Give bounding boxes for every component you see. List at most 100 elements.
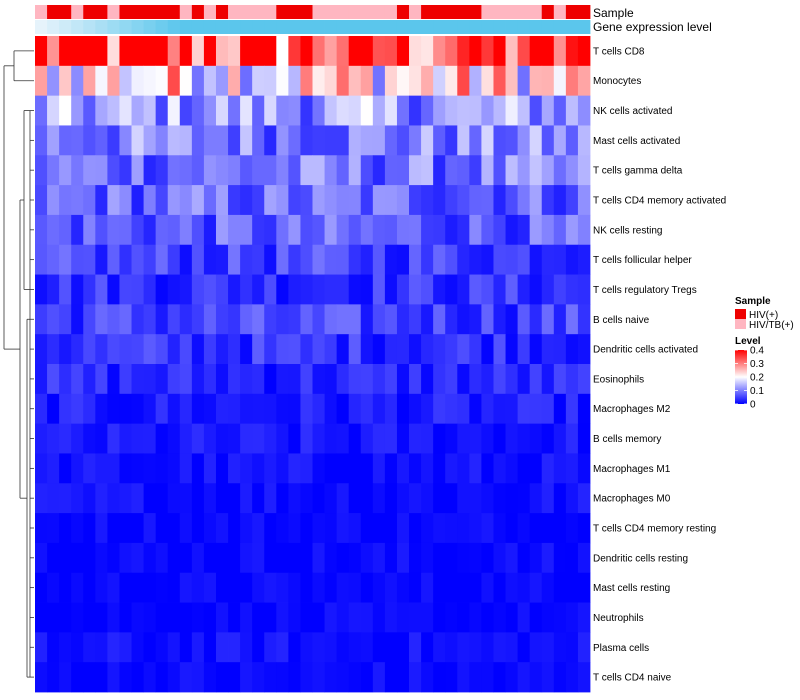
heatmap-cell [288, 572, 301, 603]
heatmap-cell [143, 155, 157, 186]
heatmap-cell [505, 423, 519, 454]
heatmap-cell [348, 393, 362, 425]
heatmap-cell [493, 155, 506, 186]
sample-annotation-cell [252, 5, 265, 19]
heatmap-cell [445, 214, 458, 246]
heatmap-cell [457, 36, 470, 67]
heatmap-cell [360, 185, 374, 216]
heatmap-cell [445, 513, 458, 544]
heatmap-cell [517, 65, 531, 97]
heatmap-cell [47, 483, 60, 514]
heatmap-cell [300, 155, 313, 186]
heatmap-cell [264, 602, 277, 633]
heatmap-cell [565, 185, 579, 216]
heatmap-cell [433, 274, 446, 305]
heatmap-cell [203, 155, 217, 186]
heatmap-cell [300, 662, 313, 693]
heatmap-cell [481, 602, 494, 633]
heatmap-cell [264, 542, 277, 574]
heatmap-cell [336, 155, 350, 186]
heatmap-cell [481, 632, 494, 663]
heatmap-cell [384, 244, 398, 275]
heatmap-cell [95, 423, 108, 454]
heatmap-cell [541, 364, 555, 395]
heatmap-cell [396, 95, 410, 126]
heatmap-cell [396, 244, 410, 275]
heatmap-cell [553, 364, 567, 395]
heatmap-cell [348, 513, 362, 544]
heatmap-cell [577, 393, 591, 425]
heatmap-cell [71, 214, 84, 246]
heatmap-cell [215, 36, 229, 67]
expression-annotation-cell [336, 20, 350, 34]
heatmap-cell [107, 602, 120, 633]
heatmap-cell [191, 364, 205, 395]
heatmap-cell [71, 364, 84, 395]
heatmap-cell [264, 572, 277, 603]
heatmap-cell [541, 274, 555, 305]
heatmap-cell [409, 244, 422, 275]
heatmap-cell [131, 423, 144, 454]
heatmap-cell [517, 334, 531, 365]
heatmap-cell [228, 483, 241, 514]
heatmap-cell [409, 602, 422, 633]
heatmap-cell [553, 453, 567, 484]
heatmap-cell [553, 542, 567, 574]
heatmap-cell [276, 36, 289, 67]
heatmap-cell [119, 155, 132, 186]
sample-annotation-cell [348, 5, 362, 19]
sample-annotation-cell [228, 5, 241, 19]
heatmap-cell [47, 572, 60, 603]
heatmap-cell [457, 423, 470, 454]
heatmap-cell [553, 662, 567, 693]
heatmap-cell [529, 125, 543, 156]
heatmap-cell [288, 65, 301, 97]
heatmap-cell [481, 453, 494, 484]
heatmap-cell [372, 572, 386, 603]
heatmap-cell [493, 483, 506, 514]
heatmap-cell [300, 125, 313, 156]
heatmap-cell [384, 364, 398, 395]
heatmap-cell [215, 214, 229, 246]
row-label: Monocytes [593, 76, 641, 87]
heatmap-cell [83, 632, 96, 663]
heatmap-cell [155, 483, 169, 514]
heatmap-cell [179, 274, 193, 305]
heatmap-cell [565, 304, 579, 335]
heatmap-cell [83, 483, 96, 514]
heatmap-cell [167, 393, 181, 425]
heatmap-cell [336, 453, 350, 484]
heatmap-cell [421, 632, 434, 663]
heatmap-cell [396, 125, 410, 156]
heatmap-cell [215, 95, 229, 126]
heatmap-cell [83, 542, 96, 574]
heatmap-cell [191, 393, 205, 425]
heatmap-cell [493, 632, 506, 663]
heatmap-cell [203, 542, 217, 574]
heatmap-cell [59, 334, 72, 365]
heatmap-cell [47, 155, 60, 186]
heatmap-cell [264, 95, 277, 126]
heatmap-cell [240, 662, 253, 693]
heatmap-cell [300, 602, 313, 633]
heatmap-cell [203, 244, 217, 275]
heatmap-cell [348, 185, 362, 216]
heatmap-cell [59, 364, 72, 395]
heatmap-cell [348, 304, 362, 335]
heatmap-cell [264, 36, 277, 67]
heatmap-cell [59, 662, 72, 693]
heatmap-cell [433, 304, 446, 335]
heatmap-cell [215, 185, 229, 216]
heatmap-cell [143, 364, 157, 395]
heatmap-cell [35, 155, 48, 186]
expression-annotation-cell [396, 20, 410, 34]
heatmap-cell [324, 513, 338, 544]
heatmap-cell [372, 483, 386, 514]
heatmap-cell [264, 662, 277, 693]
heatmap-cell [167, 155, 181, 186]
heatmap-cell [384, 155, 398, 186]
heatmap-cell [553, 304, 567, 335]
heatmap-cell [493, 244, 506, 275]
heatmap-cell [143, 214, 157, 246]
heatmap-cell [191, 155, 205, 186]
